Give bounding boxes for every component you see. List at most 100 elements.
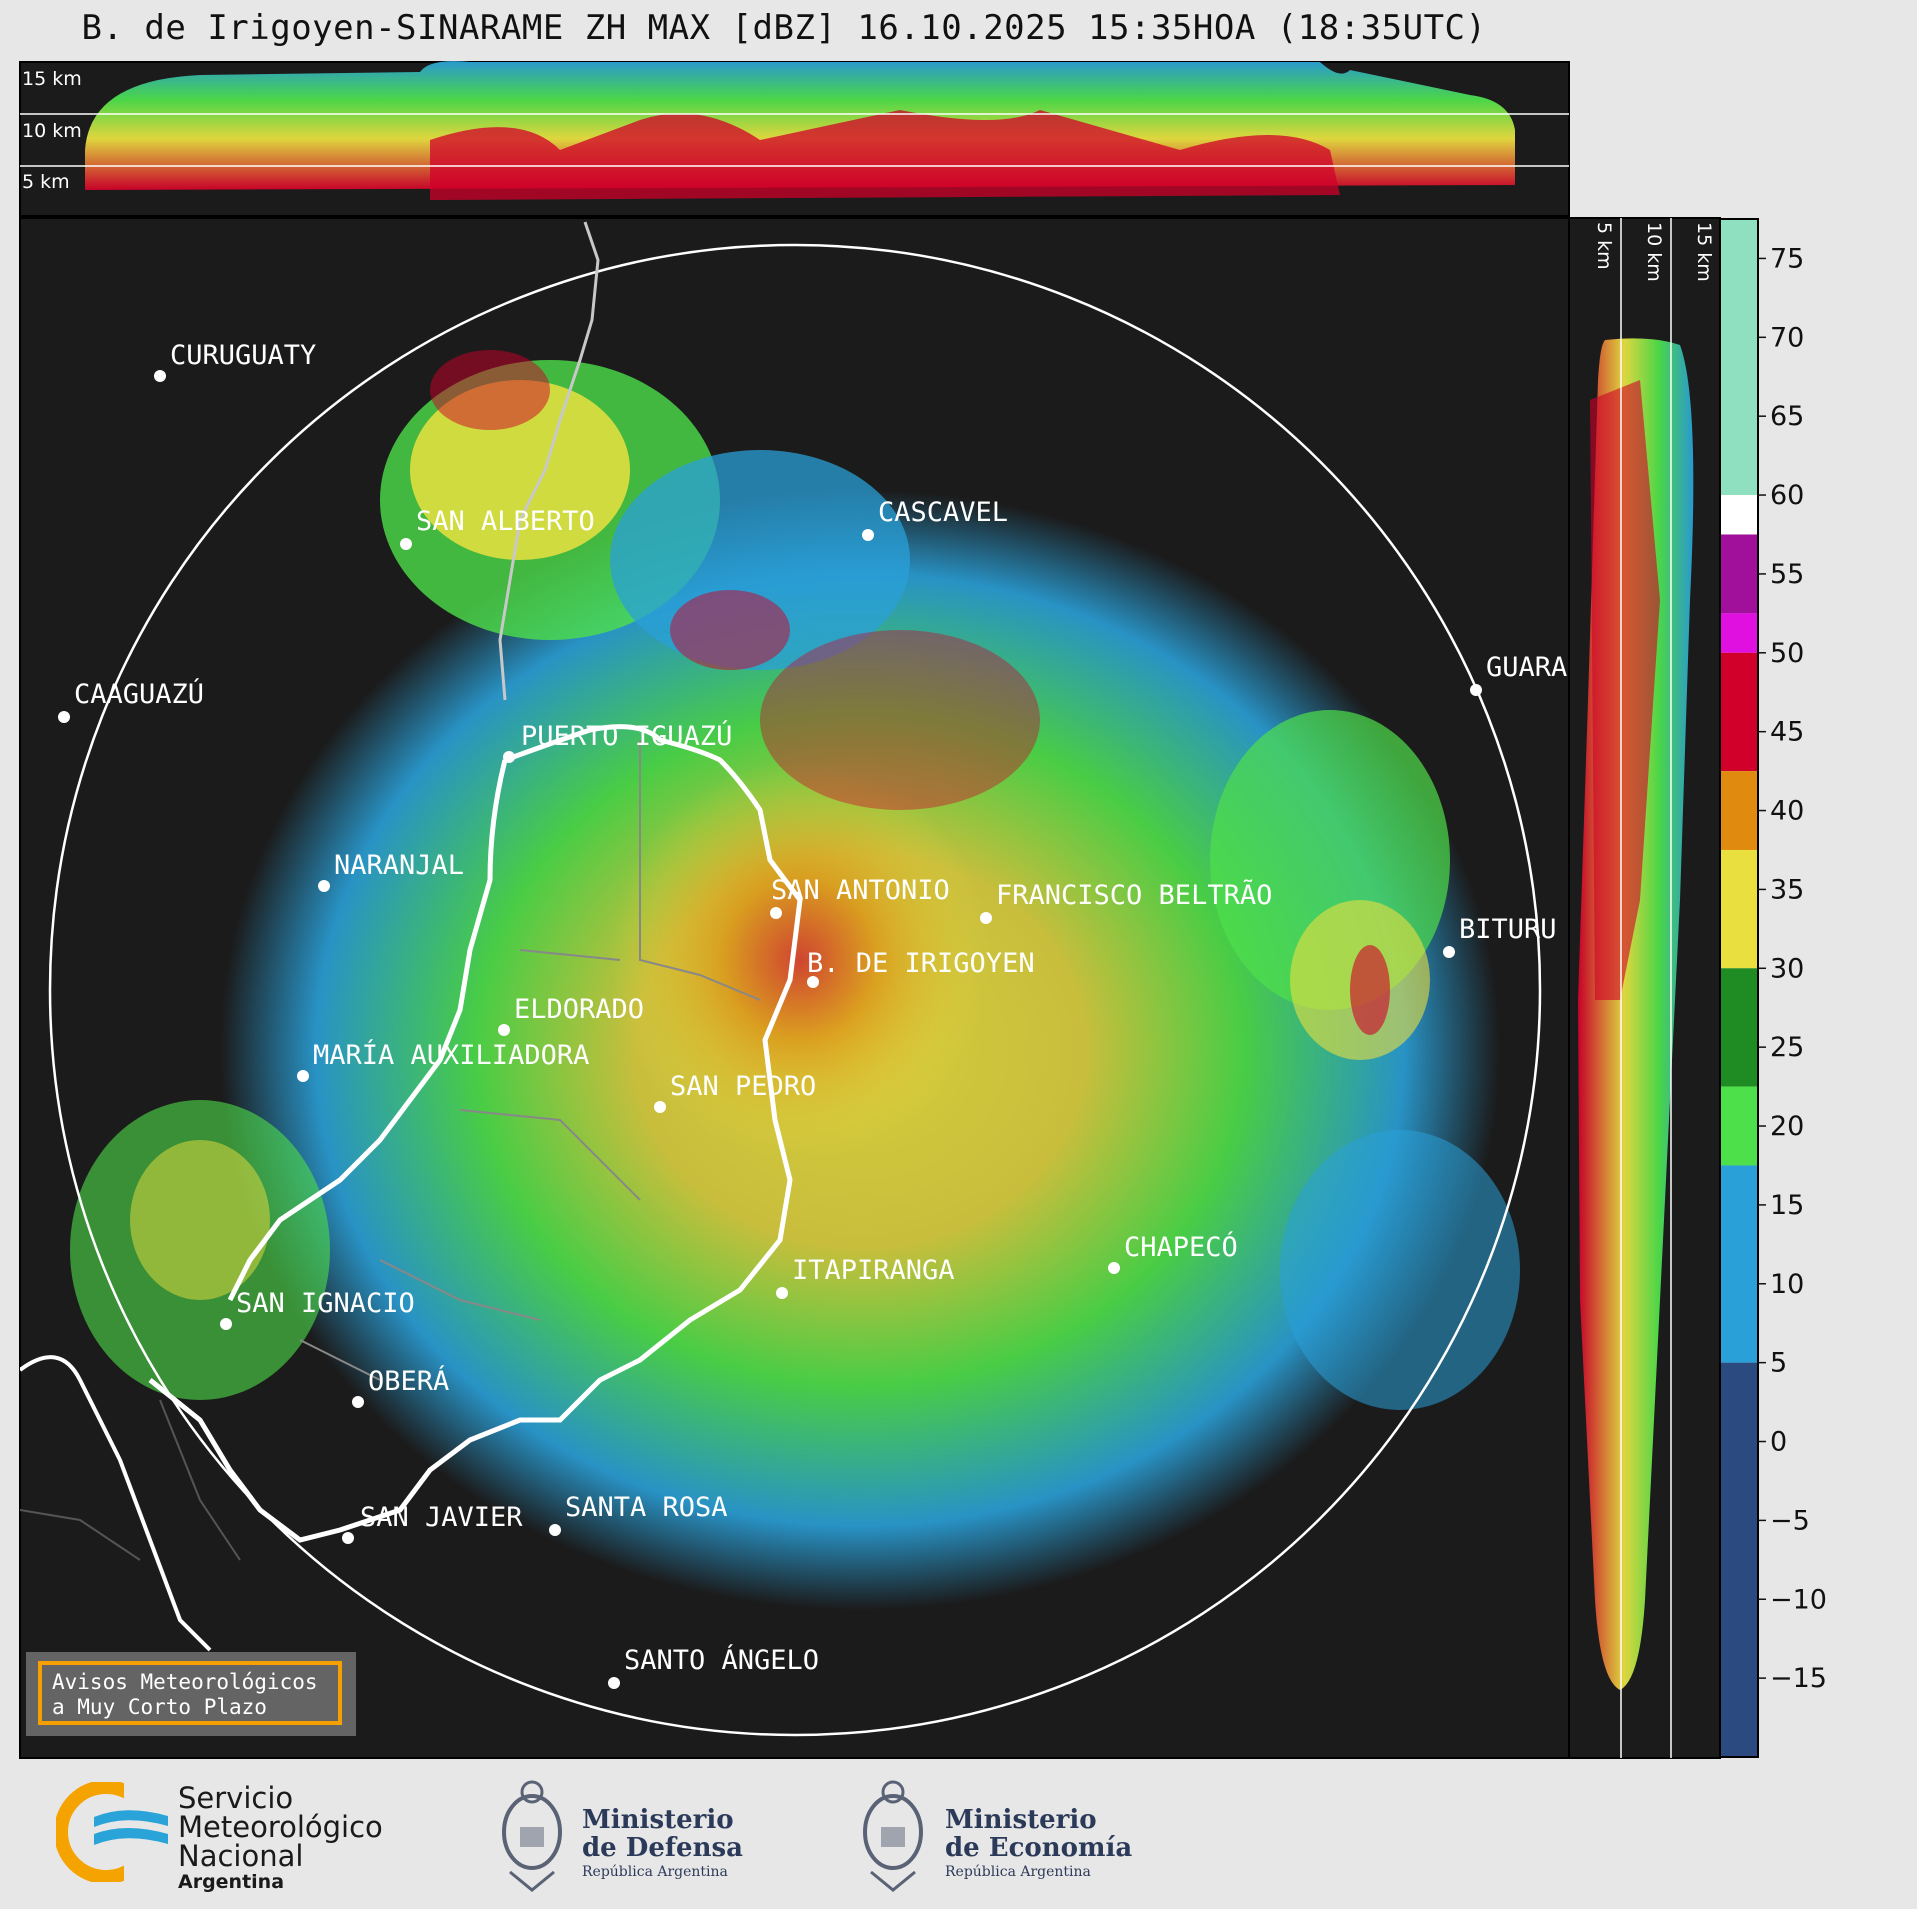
colorbar-tick-label: 20 bbox=[1770, 1111, 1804, 1142]
argentina-paraguay-border bbox=[227, 759, 508, 1302]
colorbar-tick-label: 40 bbox=[1770, 796, 1804, 827]
top-label-10km: 10 km bbox=[22, 120, 82, 142]
page-title: B. de Irigoyen-SINARAME ZH MAX [dBZ] 16.… bbox=[81, 8, 1487, 48]
department-borders bbox=[299, 740, 761, 1381]
colorbar-tick-label: 50 bbox=[1770, 638, 1804, 669]
city-label-san-antonio: SAN ANTONIO bbox=[771, 875, 950, 906]
top-label-5km: 5 km bbox=[22, 171, 70, 193]
aviso-line-2: a Muy Corto Plazo bbox=[52, 1695, 267, 1719]
city-label-san-javier: SAN JAVIER bbox=[360, 1502, 523, 1533]
city-dot-puerto-iguazu bbox=[503, 751, 515, 763]
aviso-line-1: Avisos Meteorológicos bbox=[52, 1670, 318, 1694]
city-dot-san-ignacio bbox=[220, 1318, 232, 1330]
argentina-brazil-border bbox=[148, 724, 803, 1543]
colorbar-band bbox=[1720, 495, 1758, 535]
colorbar-tick-label: 35 bbox=[1770, 874, 1804, 905]
colorbar-band bbox=[1720, 1086, 1758, 1166]
city-dot-curuguaty bbox=[154, 370, 166, 382]
colorbar-tick-label: 75 bbox=[1770, 243, 1804, 274]
colorbar-tick-label: 65 bbox=[1770, 401, 1804, 432]
city-dot-san-pedro bbox=[654, 1101, 666, 1113]
city-label-curuguaty: CURUGUATY bbox=[170, 340, 316, 371]
colorbar-band bbox=[1720, 968, 1758, 1087]
side-height-profile: 5 km 10 km 15 km bbox=[1568, 217, 1721, 1759]
city-label-santa-rosa: SANTA ROSA bbox=[565, 1492, 728, 1523]
top-height-profile: 15 km 10 km 5 km bbox=[19, 61, 1570, 217]
city-dot-caaguazu bbox=[58, 711, 70, 723]
paraguay-border bbox=[498, 221, 600, 701]
colorbar-tick-label: 30 bbox=[1770, 953, 1804, 984]
city-dot-santa-rosa bbox=[549, 1524, 561, 1536]
city-label-eldorado: ELDORADO bbox=[514, 994, 644, 1025]
city-dot-naranjal bbox=[318, 880, 330, 892]
side-label-10km: 10 km bbox=[1643, 222, 1665, 282]
radar-range-ring bbox=[48, 243, 1542, 1737]
city-dot-santo-angelo bbox=[608, 1677, 620, 1689]
city-label-naranjal: NARANJAL bbox=[334, 850, 464, 881]
city-label-san-alberto: SAN ALBERTO bbox=[416, 506, 595, 537]
colorbar-tick-label: 60 bbox=[1770, 480, 1804, 511]
colorbar-tick-label: −10 bbox=[1770, 1584, 1827, 1615]
city-label-caaguazu: CAAGUAZÚ bbox=[74, 678, 204, 710]
colorbar-band bbox=[1720, 652, 1758, 772]
radar-map: CURUGUATY SAN ALBERTO CASCAVEL CAAGUAZÚ GUAR… bbox=[19, 217, 1570, 1759]
aviso-box[interactable]: Avisos Meteorológicos a Muy Corto Plazo bbox=[38, 1661, 342, 1725]
city-dot-itapiranga bbox=[776, 1287, 788, 1299]
city-dot-san-javier bbox=[342, 1532, 354, 1544]
side-label-15km: 15 km bbox=[1693, 222, 1715, 282]
colorbar-tick-label: 45 bbox=[1770, 717, 1804, 748]
city-label-bituru: BITURU bbox=[1459, 914, 1557, 945]
city-label-obera: OBERÁ bbox=[368, 1365, 449, 1397]
colorbar-band bbox=[1720, 219, 1758, 496]
city-dot-chapeco bbox=[1108, 1262, 1120, 1274]
city-label-guara: GUARA bbox=[1486, 652, 1567, 683]
defensa-seal-icon bbox=[502, 1780, 562, 1892]
colorbar-tick-label: 0 bbox=[1770, 1427, 1787, 1458]
echo-core bbox=[610, 760, 990, 1160]
colorbar-tick-label: 10 bbox=[1770, 1269, 1804, 1300]
city-label-b-de-irigoyen: B. DE IRIGOYEN bbox=[807, 948, 1035, 979]
city-label-itapiranga: ITAPIRANGA bbox=[792, 1255, 955, 1286]
colorbar-band bbox=[1720, 1362, 1758, 1757]
city-dot-eldorado bbox=[498, 1024, 510, 1036]
city-dot-b-de-irigoyen bbox=[807, 976, 819, 988]
city-dot-cascavel bbox=[862, 529, 874, 541]
city-dot-san-antonio bbox=[770, 907, 782, 919]
top-label-15km: 15 km bbox=[22, 68, 82, 90]
economia-logo-text: Ministerio de Economía República Argenti… bbox=[945, 1805, 1133, 1880]
city-label-chapeco: CHAPECÓ bbox=[1124, 1231, 1238, 1263]
colorbar-band bbox=[1720, 613, 1758, 653]
colorbar-band bbox=[1720, 849, 1758, 969]
colorbar-band bbox=[1720, 1165, 1758, 1363]
colorbar-band bbox=[1720, 534, 1758, 614]
city-dot-guara bbox=[1470, 684, 1482, 696]
colorbar-tick-label: 5 bbox=[1770, 1348, 1787, 1379]
city-label-cascavel: CASCAVEL bbox=[878, 497, 1008, 528]
city-dot-maria-auxiliadora bbox=[297, 1070, 309, 1082]
colorbar-tick-label: 25 bbox=[1770, 1032, 1804, 1063]
city-markers: CURUGUATY SAN ALBERTO CASCAVEL CAAGUAZÚ GUAR… bbox=[58, 340, 1567, 1689]
city-label-maria-auxiliadora: MARÍA AUXILIADORA bbox=[313, 1039, 589, 1071]
colorbar-band bbox=[1720, 771, 1758, 850]
smn-logo-text: Servicio Meteorológico Nacional Argentin… bbox=[178, 1781, 383, 1894]
city-dot-bituru bbox=[1443, 946, 1455, 958]
city-dot-san-alberto bbox=[400, 538, 412, 550]
colorbar-frame bbox=[1719, 218, 1759, 1758]
city-label-santo-angelo: SANTO ÁNGELO bbox=[624, 1644, 819, 1676]
city-dot-obera bbox=[352, 1396, 364, 1408]
colorbar-tick-label: 15 bbox=[1770, 1190, 1804, 1221]
colorbar-tick-label: 55 bbox=[1770, 559, 1804, 590]
economia-seal-icon bbox=[863, 1780, 923, 1892]
colorbar-tick-label: −5 bbox=[1770, 1505, 1810, 1536]
city-label-san-ignacio: SAN IGNACIO bbox=[236, 1288, 415, 1319]
smn-logo-icon bbox=[56, 1782, 174, 1882]
defensa-logo-text: Ministerio de Defensa República Argentin… bbox=[582, 1805, 743, 1880]
city-label-francisco-beltrao: FRANCISCO BELTRÃO bbox=[996, 879, 1272, 911]
city-label-san-pedro: SAN PEDRO bbox=[670, 1071, 816, 1102]
side-label-5km: 5 km bbox=[1593, 222, 1615, 270]
city-label-puerto-iguazu: PUERTO IGUAZÚ bbox=[521, 720, 732, 752]
colorbar-tick-label: −15 bbox=[1770, 1663, 1827, 1694]
colorbar-tick-label: 70 bbox=[1770, 322, 1804, 353]
